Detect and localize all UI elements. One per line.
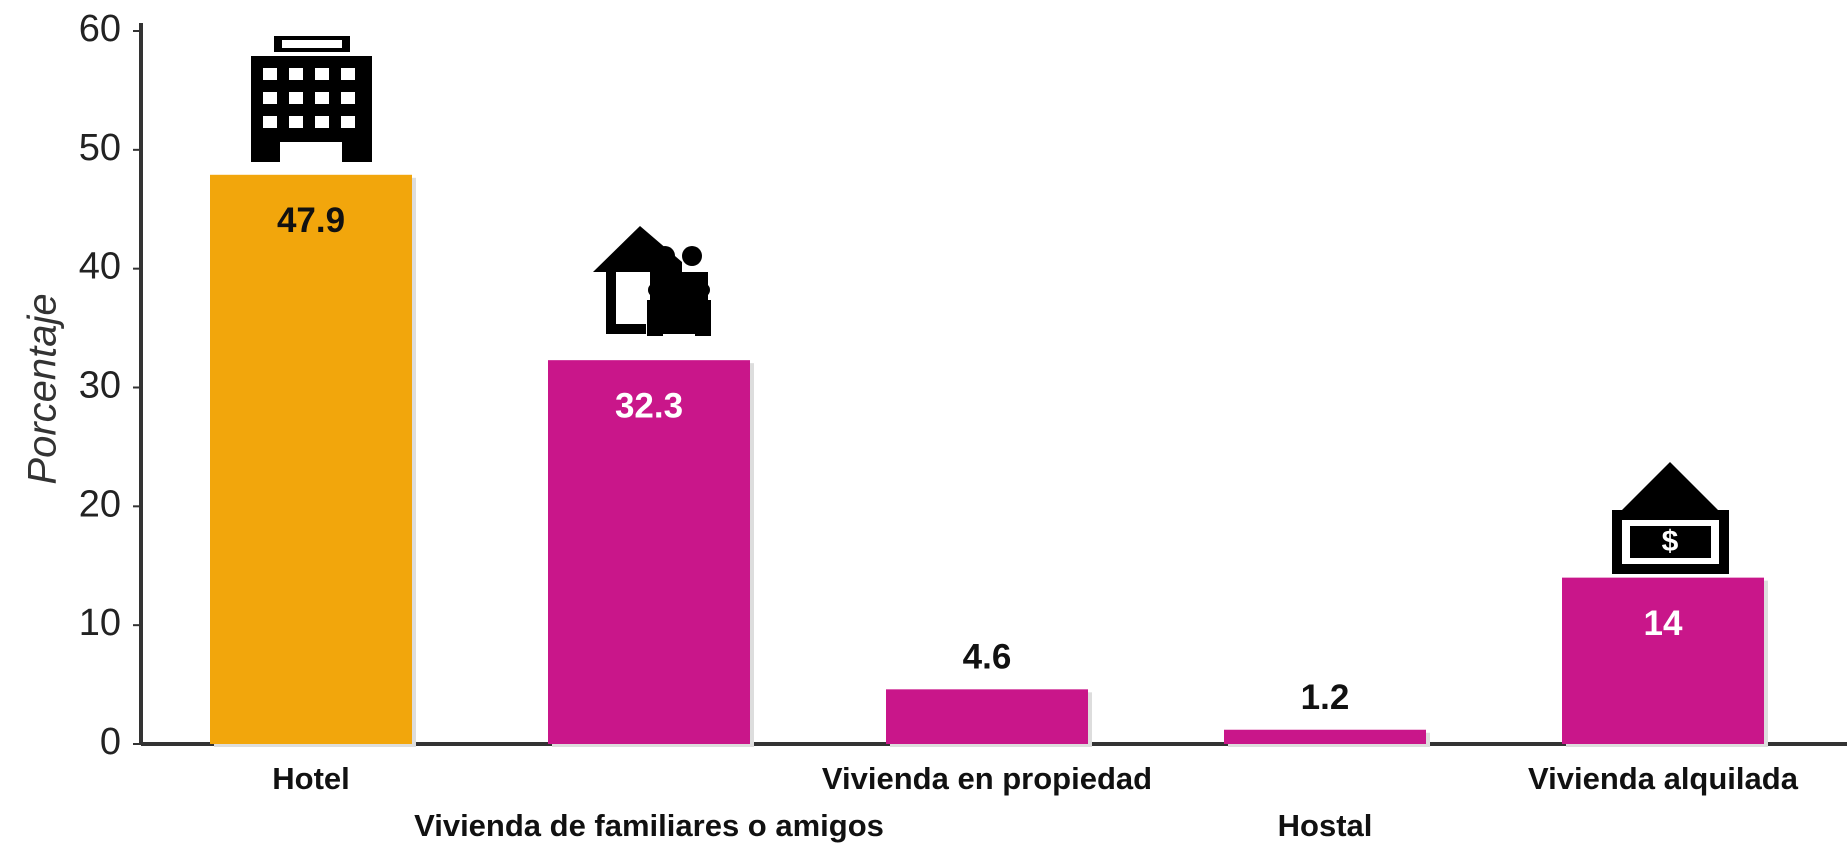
family-icon [593,226,711,336]
y-tick-label: 30 [79,365,121,407]
bar [548,360,750,744]
bar [1562,577,1764,744]
value-label: 47.9 [277,201,345,240]
value-label: 4.6 [963,638,1012,677]
y-tick-label: 60 [79,8,121,50]
bar [1224,729,1426,744]
value-label: 1.2 [1301,678,1350,717]
rent-icon: $ [1612,462,1729,574]
x-tick-label: Vivienda alquilada [1528,761,1799,796]
y-tick-label: 0 [100,721,121,763]
x-tick-label: Hotel [272,761,350,796]
y-axis-label: Porcentaje [21,293,65,484]
x-tick-label: Vivienda de familiares o amigos [414,808,884,843]
y-tick-label: 20 [79,483,121,525]
value-label: 32.3 [615,386,683,425]
x-tick-label: Vivienda en propiedad [822,761,1152,796]
bar [210,174,412,744]
y-tick-label: 10 [79,602,121,644]
y-tick-label: 50 [79,127,121,169]
y-tick-label: 40 [79,246,121,288]
x-tick-label: Hostal [1278,808,1373,843]
bar [886,689,1088,744]
value-label: 14 [1644,604,1683,643]
hotel-icon [251,36,372,162]
svg-text:$: $ [1662,525,1679,558]
